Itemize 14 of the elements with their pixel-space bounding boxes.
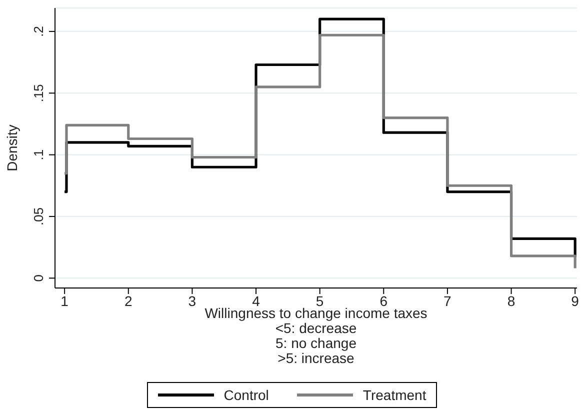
x-tick-label: 7 — [444, 292, 452, 309]
x-tick-label: 8 — [507, 292, 516, 309]
legend-label: Control — [224, 387, 269, 403]
x-tick-label: 2 — [124, 292, 132, 309]
y-tick-label: .15 — [31, 84, 46, 102]
x-tick-label: 9 — [571, 292, 580, 309]
y-tick-label: .05 — [31, 207, 46, 226]
legend-label: Treatment — [362, 387, 426, 403]
y-tick-label: 0 — [31, 274, 46, 282]
x-tick-label: 1 — [60, 292, 69, 309]
x-tick-label: 3 — [188, 292, 196, 309]
y-tick-label: .1 — [31, 149, 46, 160]
y-axis-title: Density — [4, 124, 20, 172]
y-tick-label: .2 — [31, 26, 46, 37]
